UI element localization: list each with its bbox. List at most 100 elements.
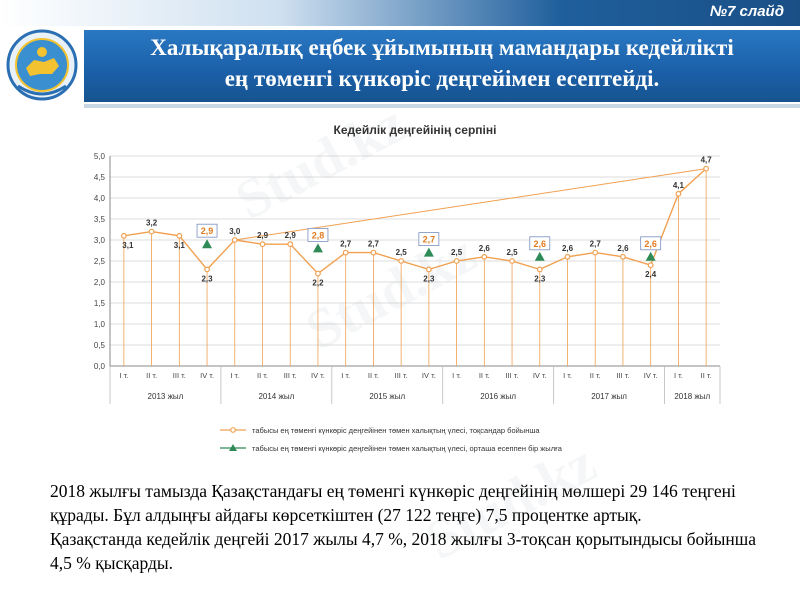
data-label: 2,2: [312, 279, 324, 288]
body-paragraph-2: Қазақстанда кедейлік деңгейі 2017 жылы 4…: [50, 529, 757, 573]
data-label: 2,3: [423, 274, 435, 283]
annual-label: 2,6: [534, 239, 547, 249]
series-line: [123, 168, 707, 275]
data-label: 2,6: [479, 244, 491, 253]
annual-marker: [423, 247, 434, 257]
year-label: 2014 жыл: [258, 392, 294, 401]
slide-title: Халықаралық еңбек ұйымының мамандары кед…: [84, 32, 800, 100]
annual-label: 2,9: [201, 226, 214, 236]
data-point: [647, 262, 654, 269]
data-label: 3,1: [174, 241, 186, 250]
x-tick-label: IV т.: [200, 371, 214, 380]
data-point: [592, 249, 599, 256]
trend-line: [234, 168, 707, 241]
data-label: 4,7: [701, 156, 713, 165]
data-label: 3,2: [146, 219, 158, 228]
data-point: [176, 232, 183, 239]
x-tick-label: I т.: [563, 371, 572, 380]
slide-title-line2: ең төменгі күнкөріс деңгейімен есептейді…: [224, 66, 660, 91]
y-tick-label: 4,5: [94, 173, 106, 182]
legend-marker: [229, 444, 237, 451]
data-label: 4,1: [673, 181, 685, 190]
x-tick-label: II т.: [257, 371, 268, 380]
y-tick-label: 5,0: [94, 152, 106, 161]
data-label: 2,5: [396, 248, 408, 257]
data-label: 2,7: [590, 240, 602, 249]
x-tick-label: IV т.: [422, 371, 436, 380]
y-tick-label: 1,5: [94, 299, 106, 308]
annual-label-box: [418, 232, 440, 246]
data-point: [425, 266, 432, 273]
x-tick-label: III т.: [616, 371, 629, 380]
data-label: 2,3: [201, 274, 213, 283]
data-point: [287, 241, 294, 248]
data-point: [509, 258, 515, 264]
y-tick-label: 3,5: [94, 215, 106, 224]
y-tick-label: 1,0: [94, 320, 106, 329]
year-label: 2013 жыл: [148, 392, 184, 401]
slide-title-line1: Халықаралық еңбек ұйымының мамандары кед…: [150, 35, 734, 60]
data-point: [148, 228, 155, 235]
x-tick-label: II т.: [146, 371, 157, 380]
annual-label-box: [640, 236, 662, 251]
x-tick-label: II т.: [701, 371, 712, 380]
y-tick-label: 0,5: [94, 341, 106, 350]
y-tick-label: 3,0: [94, 236, 106, 245]
annual-label: 2,7: [423, 235, 436, 245]
year-label: 2018 жыл: [674, 392, 710, 401]
year-label: 2017 жыл: [591, 392, 627, 401]
data-label: 2,5: [451, 248, 463, 257]
data-point: [315, 270, 321, 277]
data-point: [398, 258, 405, 264]
data-label: 2,3: [534, 274, 546, 283]
y-tick-label: 4,0: [94, 194, 106, 203]
annual-label-box: [529, 236, 551, 251]
x-tick-label: II т.: [479, 371, 490, 380]
data-point: [370, 249, 377, 256]
body-paragraph-1: 2018 жылғы тамызда Қазақстандағы ең төме…: [50, 481, 736, 525]
data-point: [231, 237, 238, 243]
x-tick-label: III т.: [284, 371, 297, 380]
x-tick-label: IV т.: [533, 371, 547, 380]
slide-number: №7 слайд: [709, 3, 784, 20]
data-label: 2,7: [340, 240, 352, 249]
data-label: 2,5: [506, 248, 518, 257]
data-point: [453, 258, 460, 264]
x-tick-label: I т.: [341, 371, 350, 380]
data-label: 2,6: [562, 244, 574, 253]
data-label: 2,7: [368, 240, 380, 249]
annual-marker: [202, 239, 213, 249]
annual-marker: [312, 243, 323, 253]
data-point: [620, 253, 626, 260]
data-point: [120, 232, 127, 239]
top-bar: [0, 0, 800, 26]
body-text: 2018 жылғы тамызда Қазақстандағы ең төме…: [50, 479, 780, 575]
x-tick-label: II т.: [590, 371, 601, 380]
data-label: 2,9: [285, 231, 297, 240]
legend-label: табысы ең төменгі күнкөріс деңгейінен тө…: [252, 444, 563, 453]
x-tick-label: I т.: [452, 371, 461, 380]
annual-label-box: [307, 228, 329, 242]
data-point: [481, 253, 488, 260]
data-point: [342, 249, 349, 256]
data-label: 2,4: [645, 270, 657, 279]
data-label: 3,1: [122, 241, 134, 250]
x-tick-label: I т.: [230, 371, 239, 380]
annual-label: 2,8: [312, 230, 325, 240]
annual-marker: [534, 251, 545, 261]
data-point: [564, 253, 571, 260]
data-point: [259, 241, 266, 248]
y-tick-label: 2,5: [94, 257, 106, 266]
x-tick-label: II т.: [368, 371, 379, 380]
data-point: [204, 266, 210, 273]
emblem-logo: [6, 29, 78, 101]
data-label: 2,6: [617, 244, 629, 253]
annual-marker: [645, 251, 656, 261]
data-label: 2,9: [257, 231, 269, 240]
annual-label-box: [196, 223, 218, 238]
legend-label: табысы ең төменгі күнкөріс деңгейінен тө…: [252, 426, 540, 435]
data-point: [536, 266, 543, 273]
x-tick-label: IV т.: [644, 371, 658, 380]
year-label: 2016 жыл: [480, 392, 516, 401]
x-tick-label: I т.: [119, 371, 128, 380]
